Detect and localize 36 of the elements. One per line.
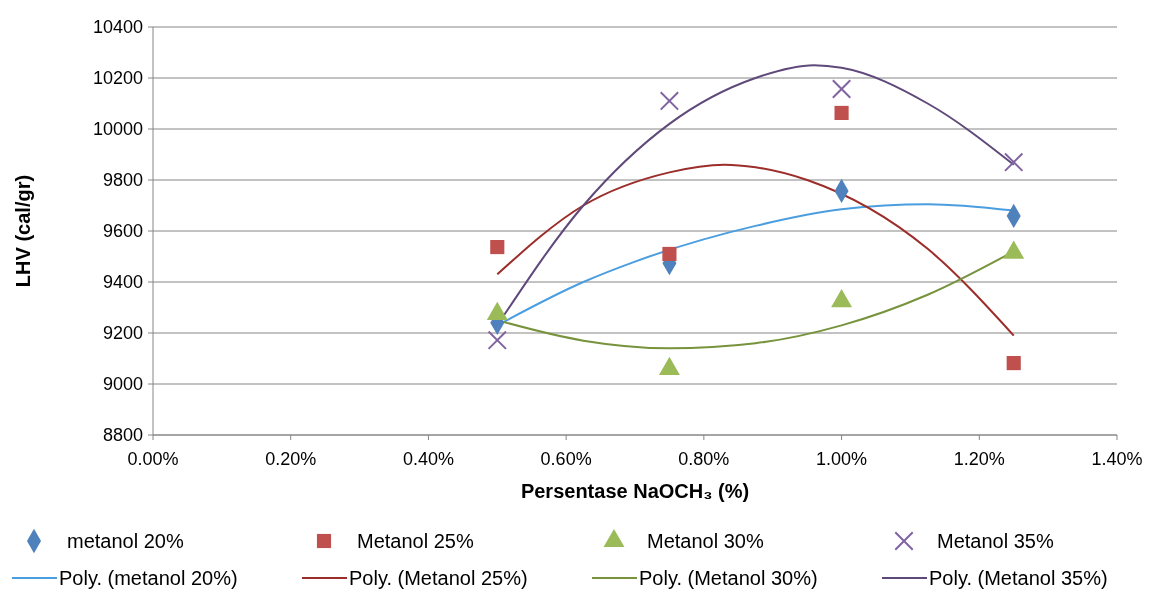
point: [659, 91, 680, 111]
point: [1004, 152, 1024, 172]
y-tick-label: 9600: [102, 221, 143, 242]
y-axis-title: LHV (cal/gr): [12, 174, 34, 288]
legend-label: Poly. (Metanol 30%): [639, 567, 818, 589]
legend-label: Metanol 30%: [647, 530, 764, 552]
point: [834, 105, 849, 121]
x-tick-label: 0.20%: [265, 449, 317, 469]
point: [490, 239, 505, 255]
y-tick-label: 9000: [102, 374, 143, 395]
x-tick-label: 0.80%: [678, 449, 730, 469]
legend-label: Poly. (Metanol 35%): [929, 567, 1108, 589]
y-tick-label: 9800: [102, 170, 143, 191]
legend-label: Metanol 25%: [357, 530, 474, 552]
y-tick-label: 8800: [102, 425, 143, 446]
point: [487, 330, 507, 350]
y-tick-label: 10000: [92, 119, 143, 140]
y-tick-label: 10200: [92, 68, 143, 89]
legend-label: Poly. (metanol 20%): [59, 567, 238, 589]
point: [1006, 356, 1021, 371]
line-series: [496, 163, 1015, 337]
point: [831, 79, 852, 99]
x-tick-label: 1.20%: [953, 449, 1005, 469]
x-tick-label: 1.00%: [816, 449, 868, 469]
x-tick-label: 1.40%: [1091, 449, 1143, 469]
legend-label: Poly. (Metanol 25%): [349, 567, 528, 589]
y-tick-label: 9200: [102, 323, 143, 344]
x-tick-label: 0.60%: [540, 449, 592, 469]
x-tick-label: 0.40%: [402, 449, 454, 469]
y-tick-label: 9400: [102, 272, 143, 293]
y-tick-label: 10400: [92, 17, 143, 38]
x-axis-title: Persentase NaOCH₃ (%): [520, 480, 750, 502]
legend-label: metanol 20%: [67, 530, 184, 552]
x-tick-label: 0.00%: [127, 449, 179, 469]
point: [662, 246, 677, 262]
legend-label: Metanol 35%: [937, 530, 1054, 552]
